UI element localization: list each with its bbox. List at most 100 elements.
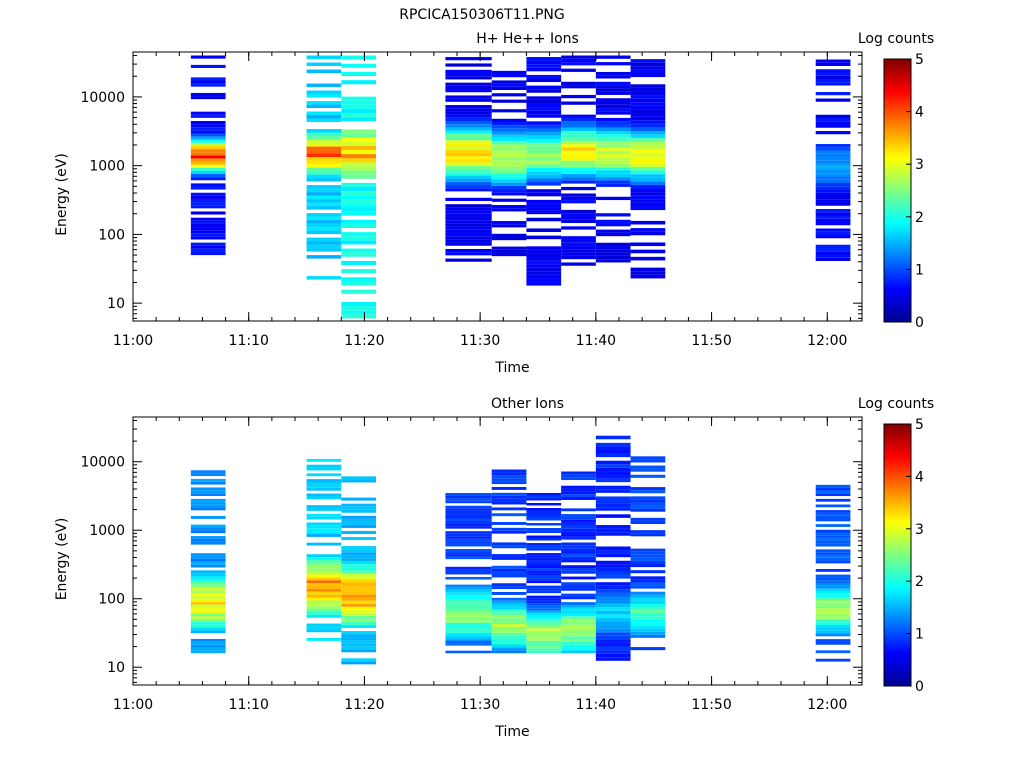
spectrogram-cell [190,251,226,256]
spectrogram-cell [595,157,631,161]
spectrogram-cell [815,222,851,226]
spectrogram-cell [491,574,527,578]
spectrogram-cell [561,497,596,500]
spectrogram-cell [445,637,492,641]
spectrogram-cell [630,134,666,139]
spectrogram-cell [526,235,562,240]
spectrogram-cell [630,202,666,207]
spectrogram-cell [526,153,562,158]
spectrogram-cell [341,585,376,589]
spectrogram-cell [445,630,492,633]
spectrogram-cell [630,62,666,67]
spectrogram-cell [630,459,666,463]
spectrogram-cell [561,570,596,574]
spectrogram-cell [306,458,342,462]
spectrogram-cell [561,485,596,489]
spectrogram-cell [341,113,376,118]
spectrogram-cell [491,179,527,183]
spectrogram-cell [595,85,631,89]
spectrogram-cell [491,208,527,212]
spectrogram-cell [491,74,527,78]
spectrogram-cell [595,111,631,115]
spectrogram-cell [595,98,631,102]
spectrogram-cell [526,78,562,83]
spectrogram-cell [445,531,492,534]
spectrogram-cell [445,204,492,208]
spectrogram-cell [815,209,851,213]
spectrogram-cell [561,477,596,481]
spectrogram-cell [190,564,226,568]
spectrogram-cell [561,647,596,651]
spectrogram-cell [306,129,342,133]
colorbar-scale [883,423,912,687]
spectrogram-cell [341,191,376,196]
x-tick-label: 11:40 [576,333,616,349]
spectrogram-cell [306,62,342,67]
spectrogram-cell [526,640,562,644]
spectrogram-cell [491,606,527,610]
spectrogram-cell [561,62,596,66]
spectrogram-cell [561,236,596,240]
spectrogram-cell [190,167,226,171]
spectrogram-cell [306,600,342,604]
spectrogram-cell [595,449,631,454]
x-tick-label: 11:10 [229,697,269,713]
spectrogram-cell [561,627,596,631]
spectrogram-cell [815,69,851,73]
spectrogram-cell [491,609,527,613]
spectrogram-cell [526,171,562,175]
spectrogram-cell [306,101,342,105]
spectrogram-cell [526,139,562,143]
spectrogram-cell [190,541,226,545]
spectrogram-cell [595,75,631,79]
spectrogram-cell [491,618,527,622]
spectrogram-cell [595,592,631,597]
spectrogram-cell [190,507,226,511]
spectrogram-cell [341,561,376,565]
spectrogram-cell [306,185,342,189]
spectrogram-cell [491,621,527,625]
spectrogram-cell [190,527,226,531]
spectrogram-cell [341,174,376,179]
spectrogram-cell [815,532,851,536]
spectrogram-cell [190,638,226,642]
spectrogram-cell [630,634,666,638]
spectrogram-cell [561,140,596,145]
spectrogram-cell [595,117,631,122]
spectrogram-cell [561,216,596,220]
spectrogram-cell [561,134,596,138]
spectrogram-cell [526,560,562,564]
spectrogram-cell [815,557,851,561]
spectrogram-cell [445,146,492,150]
spectrogram-cell [190,202,226,206]
spectrogram-cell [630,148,666,153]
spectrogram-cell [341,588,376,592]
spectrogram-cell [630,594,666,598]
spectrogram-cell [595,229,631,233]
spectrogram-cell [561,616,596,620]
spectrogram-cell [445,156,492,160]
spectrogram-cell [445,643,492,646]
spectrogram-cell [526,264,562,268]
spectrogram-cell [306,586,342,589]
spectrogram-cell [815,183,851,187]
spectrogram-cell [445,143,492,147]
spectrogram-cell [595,553,631,558]
spectrogram-cell [526,142,562,147]
spectrogram-cell [491,597,527,601]
spectrogram-cell [491,147,527,151]
spectrogram-cell [306,223,342,228]
spectrogram-cell [445,549,492,552]
spectrogram-cell [526,282,562,286]
spectrogram-cell [630,267,666,272]
spectrogram-cell [341,104,376,109]
spectrogram-cell [445,543,492,547]
spectrogram-cell [526,618,562,621]
spectrogram-cell [815,622,851,626]
spectrogram-cell [341,643,376,647]
spectrogram-cell [526,107,562,111]
spectrogram-cell [526,96,562,100]
spectrogram-cell [561,255,596,260]
spectrogram-cell [595,259,631,263]
spectrogram-cell [526,578,562,581]
